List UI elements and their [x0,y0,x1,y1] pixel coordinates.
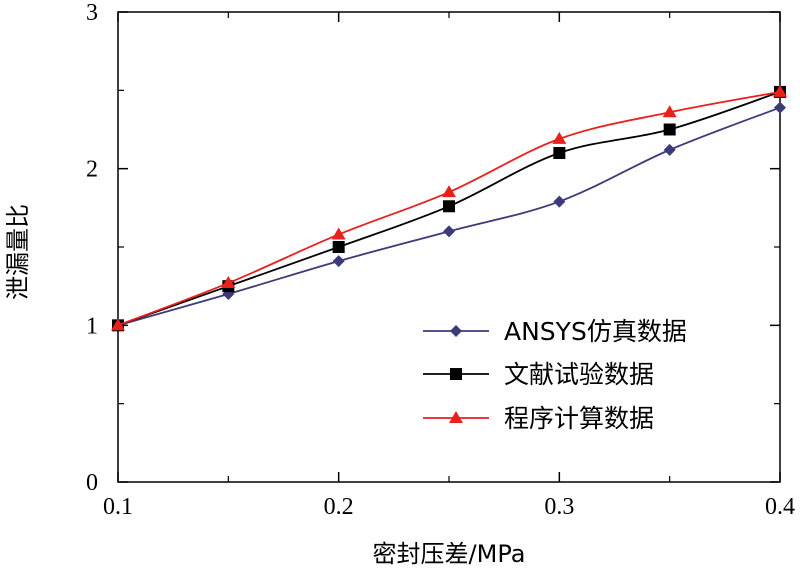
data-point [111,318,125,331]
data-point [443,225,455,238]
data-point [553,195,566,208]
ticks-layer: 0.1 0.2 0.3 0.4 0 1 2 3 [86,0,795,520]
series-layer [111,84,787,332]
data-point [552,131,567,144]
legend-label: ANSYS仿真数据 [504,317,687,346]
data-point [774,101,786,114]
data-point [221,276,236,289]
series-3 [111,84,787,331]
data-point [443,200,455,213]
data-point [663,123,676,136]
x-axis-title: 密封压差/MPa [373,540,526,568]
x-tick-label: 0.2 [324,494,354,520]
x-tick-label: 0.3 [544,494,574,520]
data-point [663,143,676,156]
legend-marker [450,325,462,337]
legend-label: 文献试验数据 [504,360,654,389]
y-tick-label: 0 [86,470,98,496]
y-axis-title: 泄漏量比 [4,204,32,300]
legend-entry-2: 文献试验数据 [423,360,654,389]
plot-frame [117,11,781,483]
y-tick-label: 1 [86,313,98,339]
data-point [662,105,677,118]
data-point [332,255,345,268]
legend-marker [449,411,463,423]
data-point [331,227,346,240]
data-point [773,84,787,97]
legend-entry-3: 程序计算数据 [423,404,654,433]
y-tick-label: 2 [86,157,98,183]
series-2 [112,85,786,332]
series-1 [112,101,786,332]
legend-label: 程序计算数据 [504,404,654,433]
y-tick-label: 3 [86,0,98,26]
data-point [442,185,456,198]
x-tick-label: 0.4 [765,494,795,520]
legend-entry-1: ANSYS仿真数据 [423,317,687,346]
x-tick-label: 0.1 [103,494,133,520]
legend-marker [450,368,462,380]
data-point [332,241,345,253]
series-line [117,106,781,327]
data-point [553,147,566,159]
